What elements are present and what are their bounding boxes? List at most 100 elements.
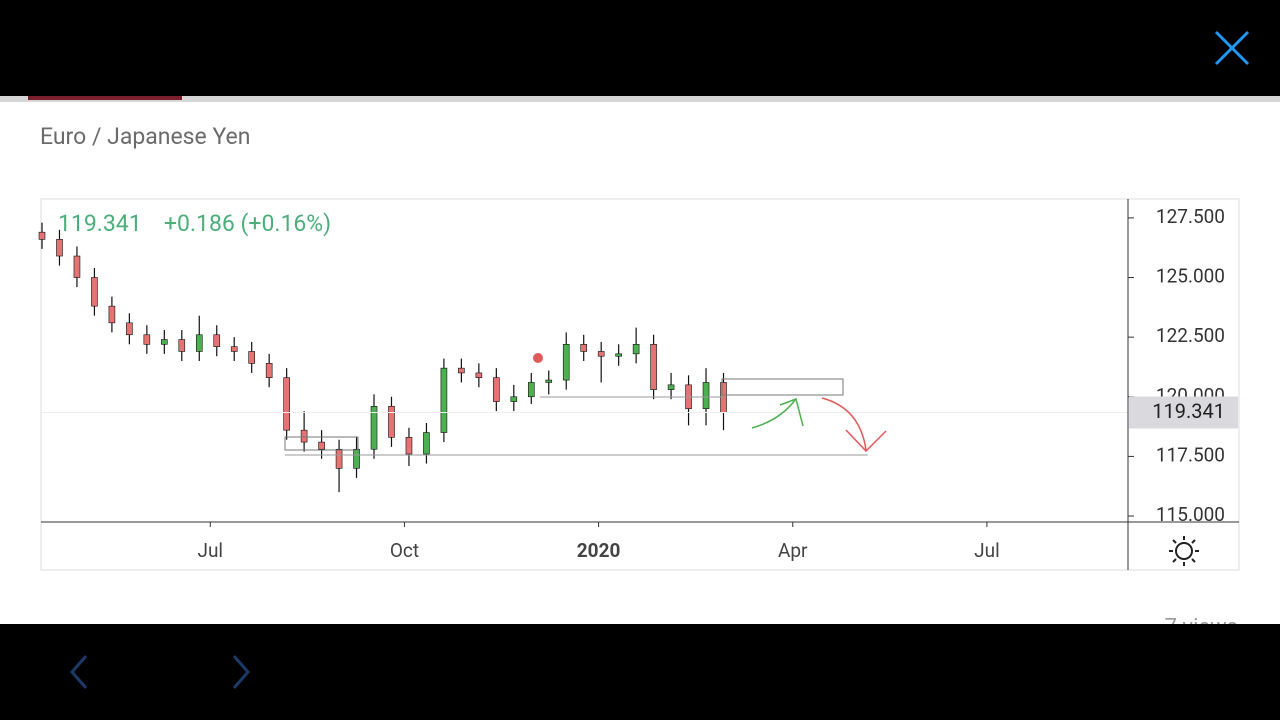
candle-body bbox=[580, 344, 588, 352]
candle-body bbox=[230, 346, 238, 352]
candle-body bbox=[475, 372, 483, 378]
price-change: +0.186 (+0.16%) bbox=[164, 210, 331, 237]
y-tick-label: 125.000 bbox=[1156, 265, 1225, 288]
candle bbox=[440, 358, 448, 443]
candle-body bbox=[545, 379, 553, 383]
candle bbox=[178, 329, 186, 361]
candle-body bbox=[265, 363, 273, 378]
page-title: Euro / Japanese Yen bbox=[40, 123, 250, 150]
candle-body bbox=[335, 448, 343, 469]
candle-body bbox=[161, 339, 168, 345]
y-tick-label: 117.500 bbox=[1156, 443, 1225, 466]
x-tick-label: Jul bbox=[197, 539, 223, 562]
drawings bbox=[284, 353, 887, 456]
candle-body bbox=[56, 239, 63, 257]
candle bbox=[510, 384, 518, 412]
candle bbox=[475, 363, 483, 388]
candle-body bbox=[423, 432, 430, 455]
candle-body bbox=[440, 367, 448, 433]
plot bbox=[38, 222, 1128, 493]
candle bbox=[38, 222, 46, 249]
candle-body bbox=[510, 396, 518, 402]
candle-body bbox=[458, 367, 465, 374]
candle-body bbox=[91, 277, 98, 307]
candle-body bbox=[283, 377, 290, 431]
y-tick-label: 115.000 bbox=[1156, 503, 1225, 526]
candle-body bbox=[38, 231, 46, 240]
candle-body bbox=[562, 344, 570, 381]
candle-body bbox=[527, 382, 535, 398]
candle bbox=[405, 427, 413, 466]
candle bbox=[370, 394, 378, 459]
candle-body bbox=[632, 344, 640, 355]
candle bbox=[353, 437, 360, 478]
candle-body bbox=[597, 351, 605, 357]
candle bbox=[56, 229, 63, 266]
tab-indicator bbox=[28, 96, 182, 100]
candle bbox=[335, 439, 343, 493]
last-price: 119.341 bbox=[58, 210, 142, 237]
candle bbox=[597, 341, 605, 383]
candle bbox=[423, 423, 430, 464]
x-tick-label: Jul bbox=[974, 539, 1000, 562]
candle bbox=[580, 334, 588, 361]
candle-body bbox=[213, 334, 221, 347]
candle bbox=[91, 267, 98, 316]
candle bbox=[667, 372, 675, 400]
candle bbox=[230, 337, 238, 361]
candle-body bbox=[493, 377, 500, 402]
chart-frame bbox=[40, 198, 1240, 571]
candle bbox=[650, 334, 657, 400]
candle-body bbox=[405, 437, 413, 455]
candle bbox=[458, 358, 465, 383]
candle-body bbox=[108, 305, 116, 324]
candle-body bbox=[178, 339, 186, 352]
top-bar bbox=[0, 0, 1280, 96]
candle bbox=[545, 370, 553, 395]
prev-button[interactable] bbox=[70, 655, 88, 689]
candle bbox=[161, 329, 168, 354]
candle-body bbox=[143, 334, 151, 345]
candle bbox=[615, 344, 622, 366]
candle bbox=[388, 396, 395, 447]
candle-body bbox=[248, 351, 255, 364]
candle-body bbox=[195, 334, 203, 352]
candle bbox=[213, 325, 221, 357]
candle-body bbox=[73, 255, 81, 278]
candle bbox=[562, 332, 570, 390]
candle bbox=[283, 368, 290, 440]
candle-body bbox=[300, 429, 308, 443]
candle-body bbox=[702, 382, 710, 410]
last-price-box bbox=[1129, 396, 1238, 429]
candle-body bbox=[388, 406, 395, 438]
candle bbox=[126, 313, 133, 345]
candle-body bbox=[615, 353, 622, 357]
candle-body bbox=[126, 322, 133, 336]
candle bbox=[318, 430, 325, 459]
y-tick-label: 122.500 bbox=[1156, 324, 1225, 347]
candle bbox=[632, 327, 640, 364]
candle bbox=[195, 315, 203, 361]
candle bbox=[493, 368, 500, 412]
candle bbox=[73, 246, 81, 288]
candle bbox=[300, 411, 308, 452]
settings-icon[interactable] bbox=[1169, 536, 1199, 566]
candle bbox=[143, 325, 151, 354]
x-tick-label: 2020 bbox=[577, 539, 621, 562]
header-quote: 119.341 +0.186 (+0.16%) bbox=[58, 210, 331, 237]
candle bbox=[108, 296, 116, 333]
candle bbox=[265, 353, 273, 388]
close-button[interactable] bbox=[1214, 30, 1250, 66]
candle-body bbox=[370, 406, 378, 450]
last-price-label: 119.341 bbox=[1152, 399, 1225, 423]
y-tick-label: 127.500 bbox=[1156, 205, 1225, 228]
candle-body bbox=[353, 448, 360, 469]
candle-body bbox=[318, 441, 325, 450]
candle bbox=[527, 372, 535, 404]
candle-body bbox=[650, 344, 657, 390]
candle-body bbox=[667, 384, 675, 390]
next-button[interactable] bbox=[232, 655, 250, 689]
candle bbox=[248, 341, 255, 373]
